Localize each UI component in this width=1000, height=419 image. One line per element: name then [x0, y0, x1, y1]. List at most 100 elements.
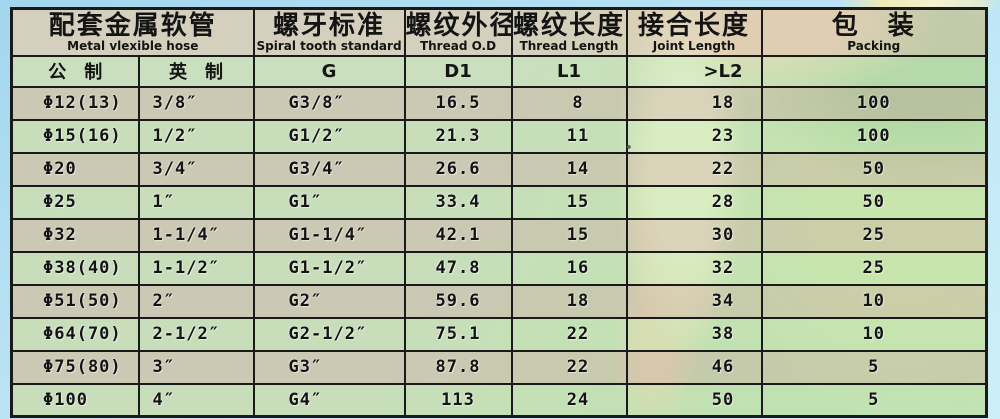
cell-g-standard: G2-1/2″ [252, 316, 406, 352]
header-zh: 螺纹长度 [513, 11, 626, 41]
spec-row: Φ75(80) 3″ G3″ 87.8 22 46 5 [10, 349, 988, 385]
cell-packing: 10 [760, 316, 988, 352]
cell-imperial: 3″ [137, 349, 255, 385]
cell-g-standard: G1″ [252, 184, 406, 220]
spec-row: Φ15(16) 1/2″ G1/2″ 21.3 11 23 100 [10, 118, 988, 154]
cell-g-standard: G2″ [252, 283, 406, 319]
header-en: Thread Length [519, 39, 619, 54]
cell-joint-length: 32 [625, 250, 763, 286]
page-corner-decoration [840, 0, 998, 10]
cell-joint-length: 50 [625, 382, 763, 418]
cell-g-standard: G4″ [252, 382, 406, 418]
subheader-metric: 公 制 [10, 54, 140, 88]
subheader-d1: D1 [403, 54, 513, 88]
cell-g-standard: G3″ [252, 349, 406, 385]
cell-packing: 5 [760, 349, 988, 385]
cell-imperial: 1-1/4″ [137, 217, 255, 253]
cell-joint-length: 38 [625, 316, 763, 352]
cell-metric: Φ20 [10, 151, 140, 187]
header-spiral-tooth-standard: 螺牙标准 Spiral tooth standard [252, 7, 406, 57]
cell-thread-length: 18 [510, 283, 628, 319]
cell-thread-od: 33.4 [403, 184, 513, 220]
cell-thread-length: 22 [510, 349, 628, 385]
header-zh: 接合长度 [638, 11, 751, 41]
cell-packing: 50 [760, 184, 988, 220]
cell-thread-length: 14 [510, 151, 628, 187]
cell-thread-length: 8 [510, 85, 628, 121]
header-en: Thread O.D [419, 39, 497, 54]
cell-metric: Φ15(16) [10, 118, 140, 154]
cell-joint-length: 23 [625, 118, 763, 154]
cell-thread-length: 11 [510, 118, 628, 154]
subheader-g: G [252, 54, 406, 88]
cell-thread-od: 26.6 [403, 151, 513, 187]
spec-row: Φ32 1-1/4″ G1-1/4″ 42.1 15 30 25 [10, 217, 988, 253]
cell-g-standard: G1-1/2″ [252, 250, 406, 286]
cell-g-standard: G1-1/4″ [252, 217, 406, 253]
header-joint-length: 接合长度 Joint Length [625, 7, 763, 57]
header-row-main: 配套金属软管 Metal vlexible hose 螺牙标准 Spiral t… [10, 7, 988, 57]
header-zh: 螺牙标准 [273, 11, 386, 41]
subheader-l1: L1 [510, 54, 628, 88]
cell-metric: Φ51(50) [10, 283, 140, 319]
subheader-imperial: 英 制 [137, 54, 255, 88]
cell-thread-od: 16.5 [403, 85, 513, 121]
cell-imperial: 3/8″ [137, 85, 255, 121]
subheader-l2: >L2 [625, 54, 763, 88]
cell-metric: Φ75(80) [10, 349, 140, 385]
cell-thread-od: 87.8 [403, 349, 513, 385]
cell-joint-length: 30 [625, 217, 763, 253]
cell-joint-length: 18 [625, 85, 763, 121]
cell-metric: Φ32 [10, 217, 140, 253]
cell-joint-length: 28 [625, 184, 763, 220]
cell-thread-od: 47.8 [403, 250, 513, 286]
cell-imperial: 1/2″ [137, 118, 255, 154]
header-row-sub: 公 制 英 制 G D1 L1 >L2 [10, 54, 988, 88]
header-thread-length: 螺纹长度 Thread Length [510, 7, 628, 57]
cell-thread-od: 42.1 [403, 217, 513, 253]
header-en: Spiral tooth standard [256, 39, 402, 54]
header-en: Packing [847, 39, 901, 54]
header-zh: 包 装 [831, 11, 916, 41]
cell-thread-length: 22 [510, 316, 628, 352]
cell-thread-od: 21.3 [403, 118, 513, 154]
header-thread-od: 螺纹外径 Thread O.D [403, 7, 513, 57]
cell-imperial: 3/4″ [137, 151, 255, 187]
cell-thread-od: 59.6 [403, 283, 513, 319]
cell-metric: Φ64(70) [10, 316, 140, 352]
cell-joint-length: 22 [625, 151, 763, 187]
cell-joint-length: 46 [625, 349, 763, 385]
header-en: Metal vlexible hose [67, 39, 199, 54]
cell-g-standard: G3/8″ [252, 85, 406, 121]
spec-row: Φ51(50) 2″ G2″ 59.6 18 34 10 [10, 283, 988, 319]
hose-spec-table: 配套金属软管 Metal vlexible hose 螺牙标准 Spiral t… [10, 7, 989, 418]
cell-g-standard: G3/4″ [252, 151, 406, 187]
cell-metric: Φ100 [10, 382, 140, 418]
cell-imperial: 2-1/2″ [137, 316, 255, 352]
header-packing: 包 装 Packing [760, 7, 988, 57]
cell-g-standard: G1/2″ [252, 118, 406, 154]
cell-imperial: 2″ [137, 283, 255, 319]
cell-packing: 10 [760, 283, 988, 319]
spec-row: Φ38(40) 1-1/2″ G1-1/2″ 47.8 16 32 25 [10, 250, 988, 286]
spec-row: Φ64(70) 2-1/2″ G2-1/2″ 75.1 22 38 10 [10, 316, 988, 352]
cell-thread-length: 15 [510, 184, 628, 220]
cell-packing: 25 [760, 250, 988, 286]
spec-row: Φ12(13) 3/8″ G3/8″ 16.5 8 18 100 [10, 85, 988, 121]
cell-thread-length: 24 [510, 382, 628, 418]
cell-thread-length: 16 [510, 250, 628, 286]
cell-thread-od: 75.1 [403, 316, 513, 352]
cell-imperial: 1-1/2″ [137, 250, 255, 286]
cell-metric: Φ25 [10, 184, 140, 220]
cell-thread-od: 113 [403, 382, 513, 418]
cell-imperial: 1″ [137, 184, 255, 220]
header-zh: 配套金属软管 [48, 11, 217, 41]
cell-packing: 25 [760, 217, 988, 253]
cell-packing: 100 [760, 85, 988, 121]
scan-speck [626, 145, 631, 149]
cell-packing: 50 [760, 151, 988, 187]
header-metal-flexible-hose: 配套金属软管 Metal vlexible hose [10, 7, 255, 57]
spec-row: Φ25 1″ G1″ 33.4 15 28 50 [10, 184, 988, 220]
cell-thread-length: 15 [510, 217, 628, 253]
